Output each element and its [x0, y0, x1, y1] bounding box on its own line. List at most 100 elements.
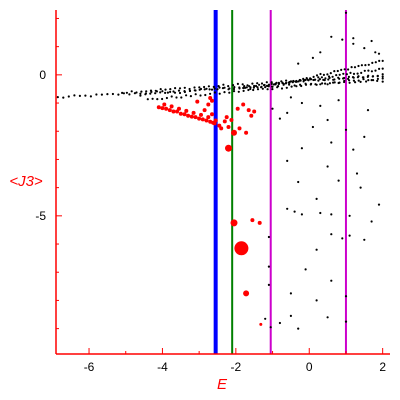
black-point	[84, 94, 87, 97]
black-point	[370, 70, 373, 73]
y-tick-label: -5	[35, 209, 46, 223]
black-point	[100, 93, 103, 96]
red-point	[167, 108, 172, 113]
black-point	[178, 87, 182, 90]
black-point	[252, 86, 255, 89]
black-point	[343, 79, 346, 82]
black-point	[233, 86, 236, 89]
black-point	[347, 68, 350, 71]
red-point	[156, 105, 161, 110]
black-point	[297, 62, 300, 65]
x-axis-title: E	[217, 376, 228, 393]
black-point	[149, 92, 152, 95]
black-point	[236, 82, 239, 85]
black-point	[376, 79, 379, 82]
black-point	[324, 77, 327, 80]
black-point	[223, 91, 226, 94]
black-point	[111, 92, 114, 96]
black-point	[371, 75, 374, 78]
black-point	[73, 94, 76, 97]
red-point	[229, 118, 234, 122]
black-point	[363, 69, 366, 72]
black-point	[357, 64, 360, 68]
black-point	[350, 66, 353, 69]
black-point	[164, 91, 167, 94]
red-point	[249, 113, 254, 118]
black-point	[372, 79, 375, 82]
black-point	[381, 67, 384, 70]
black-point	[285, 86, 288, 89]
black-point	[243, 86, 247, 89]
black-point	[178, 91, 182, 95]
black-point	[193, 86, 196, 89]
red-point	[206, 102, 211, 107]
black-point	[95, 93, 98, 96]
black-point	[317, 79, 320, 82]
red-point	[219, 126, 224, 131]
black-point	[242, 86, 245, 90]
black-point	[313, 78, 316, 81]
red-point	[162, 102, 167, 107]
black-point	[228, 91, 231, 94]
red-point	[230, 219, 238, 227]
black-point	[371, 61, 374, 64]
black-point	[252, 88, 255, 92]
black-point	[267, 235, 270, 239]
black-point	[62, 96, 65, 99]
red-point	[259, 322, 263, 326]
red-point	[234, 241, 249, 256]
black-point	[327, 75, 331, 78]
black-point	[232, 90, 236, 93]
black-point	[128, 93, 131, 96]
black-point	[121, 91, 124, 94]
red-point	[222, 119, 227, 124]
black-point	[356, 76, 359, 79]
black-point	[365, 80, 368, 83]
black-point	[263, 83, 266, 87]
black-point	[318, 78, 321, 81]
red-point	[200, 117, 205, 122]
red-point	[257, 220, 262, 225]
black-point	[177, 89, 181, 92]
black-point	[302, 77, 305, 80]
black-point	[341, 38, 344, 41]
black-point	[327, 78, 330, 81]
black-point	[256, 86, 259, 89]
black-point	[326, 118, 329, 122]
black-point	[361, 76, 364, 79]
black-point	[270, 82, 273, 85]
black-point	[285, 79, 288, 82]
black-point	[352, 42, 355, 45]
black-point	[260, 82, 264, 85]
black-point	[218, 86, 221, 89]
black-point	[326, 73, 329, 76]
red-point	[241, 102, 246, 107]
red-point	[175, 109, 180, 114]
black-point	[232, 84, 235, 87]
black-point	[183, 90, 186, 94]
black-point	[249, 87, 252, 91]
black-point	[329, 72, 332, 75]
red-point	[237, 126, 242, 131]
black-point	[218, 92, 221, 95]
black-point	[203, 85, 206, 89]
black-point	[174, 87, 177, 90]
black-point	[337, 99, 340, 102]
black-point	[247, 88, 250, 92]
red-point	[199, 112, 203, 117]
x-tick-label: -2	[231, 360, 242, 374]
black-point	[256, 88, 260, 91]
black-point	[330, 279, 333, 282]
red-point	[243, 290, 250, 297]
black-point	[326, 316, 329, 319]
black-point	[271, 107, 274, 110]
black-point	[355, 172, 359, 175]
black-point	[261, 87, 264, 90]
black-point	[183, 86, 186, 89]
black-point	[322, 78, 325, 81]
black-point	[154, 89, 157, 92]
x-tick-label: -4	[157, 360, 168, 374]
black-point	[210, 88, 214, 91]
black-point	[130, 90, 133, 93]
